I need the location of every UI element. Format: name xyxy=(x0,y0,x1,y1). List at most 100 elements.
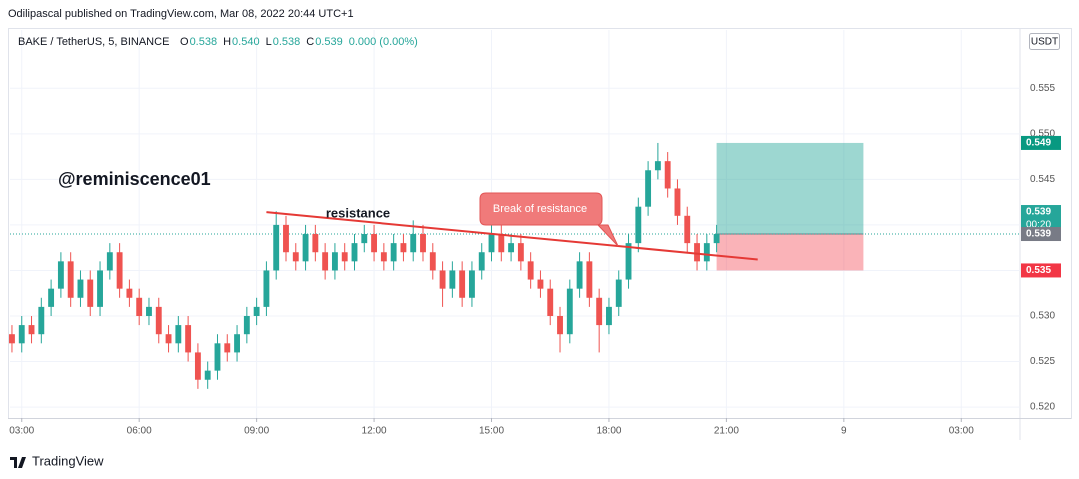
stop-zone xyxy=(716,234,864,271)
candle-body xyxy=(38,306,45,335)
price-tag xyxy=(1021,135,1061,150)
logo: TradingView xyxy=(10,453,104,468)
y-tick-label: 0.525 xyxy=(1030,356,1055,367)
ohlc-label: H xyxy=(223,36,231,48)
candle-body xyxy=(390,243,397,262)
x-tick-label: 03:00 xyxy=(9,426,34,437)
candle-body xyxy=(576,261,583,289)
logo-mark xyxy=(10,457,26,468)
candle-body xyxy=(136,297,143,316)
candle-body xyxy=(224,343,231,353)
candle-body xyxy=(48,288,55,307)
ohlc-label: O xyxy=(180,36,189,48)
candle-body xyxy=(566,288,573,335)
candle-body xyxy=(234,334,240,353)
candle-body xyxy=(664,161,671,189)
candle-body xyxy=(537,279,544,289)
candle-body xyxy=(341,252,348,262)
x-tick-label: 03:00 xyxy=(949,426,974,437)
candle-body xyxy=(674,188,681,216)
publisher: Odilipascal published on TradingView.com… xyxy=(8,8,354,20)
trendline-label: resistance xyxy=(326,205,390,220)
candle-body xyxy=(517,243,524,262)
candle-body xyxy=(508,243,515,253)
y-tick-label: 0.555 xyxy=(1030,83,1055,94)
candle-body xyxy=(654,161,661,171)
ohlc-value: 0.539 xyxy=(315,36,343,48)
candle-body xyxy=(302,234,309,262)
candle-body xyxy=(28,325,35,335)
target-zone xyxy=(716,142,864,235)
plot-area xyxy=(9,30,1020,418)
candle-body xyxy=(194,352,201,380)
price-tag-label: 0.549 xyxy=(1026,138,1051,149)
candle-body xyxy=(380,252,387,262)
watermark: @reminiscence01 xyxy=(58,169,211,189)
trendline xyxy=(266,211,758,261)
candle-body xyxy=(87,279,94,307)
symbol: BAKE / TetherUS, 5, BINANCE xyxy=(18,36,169,48)
ohlc-value: 0.538 xyxy=(273,36,301,48)
candle-body xyxy=(67,261,74,298)
price-tag xyxy=(1021,227,1061,242)
candle-body xyxy=(331,252,338,271)
candle-body xyxy=(420,234,426,253)
candle-body xyxy=(253,306,260,316)
x-tick-label: 12:00 xyxy=(362,426,387,437)
candle-body xyxy=(243,315,250,335)
ohlc-value: 0.540 xyxy=(232,36,260,48)
y-tick-label: 0.545 xyxy=(1030,174,1055,185)
candle-body xyxy=(273,224,280,271)
candle-body xyxy=(429,252,436,271)
candle-body xyxy=(155,306,162,335)
candle-body xyxy=(185,325,192,353)
ohlc-legend: O 0.538 H 0.540 L 0.538 C 0.539 0.000 (0.00%) xyxy=(180,36,418,48)
ohlc-label: C xyxy=(306,36,314,48)
candle-body xyxy=(478,252,485,271)
x-tick-label: 9 xyxy=(841,426,847,437)
x-tick-label: 06:00 xyxy=(127,426,152,437)
candle-body xyxy=(312,234,319,253)
price-tag-timer: 00:20 xyxy=(1026,220,1051,231)
candle-body xyxy=(146,306,152,316)
price-tag-label: 0.535 xyxy=(1026,265,1051,276)
candle-body xyxy=(106,252,113,271)
candle-body xyxy=(9,334,15,344)
candle-body xyxy=(204,370,211,380)
callout: Break of resistance xyxy=(493,203,587,215)
candle-body xyxy=(713,234,720,244)
candle-body xyxy=(439,270,446,289)
candle-body xyxy=(596,297,603,326)
candle-body xyxy=(263,270,270,307)
candle-body xyxy=(645,170,652,207)
candle-body xyxy=(77,279,84,298)
candle-body xyxy=(97,270,103,307)
candle-body xyxy=(126,288,133,298)
candle-body xyxy=(547,288,554,316)
logo-text: TradingView xyxy=(32,453,104,468)
candle-body xyxy=(694,243,700,262)
price-tag-label: 0.539 xyxy=(1026,229,1051,240)
x-tick-label: 21:00 xyxy=(714,426,739,437)
price-tag-label: 0.539 xyxy=(1026,207,1051,218)
candle-body xyxy=(214,343,221,371)
candle-body xyxy=(469,270,475,298)
y-tick-label: 0.530 xyxy=(1030,311,1055,322)
x-tick-label: 15:00 xyxy=(479,426,504,437)
candle-body xyxy=(606,306,612,326)
currency-box xyxy=(1029,33,1060,50)
candle-body xyxy=(527,261,534,280)
currency: USDT xyxy=(1031,37,1058,48)
candle-body xyxy=(586,261,593,298)
y-tick-label: 0.520 xyxy=(1030,402,1055,413)
candle-body xyxy=(292,252,299,262)
candle-body xyxy=(400,243,407,253)
ohlc-label: L xyxy=(266,36,272,48)
candle-body xyxy=(410,234,417,253)
candle-body xyxy=(57,261,64,289)
candle-body xyxy=(557,315,563,335)
candle-body xyxy=(175,325,182,344)
candle-body xyxy=(615,279,622,307)
candle-body xyxy=(165,334,172,344)
